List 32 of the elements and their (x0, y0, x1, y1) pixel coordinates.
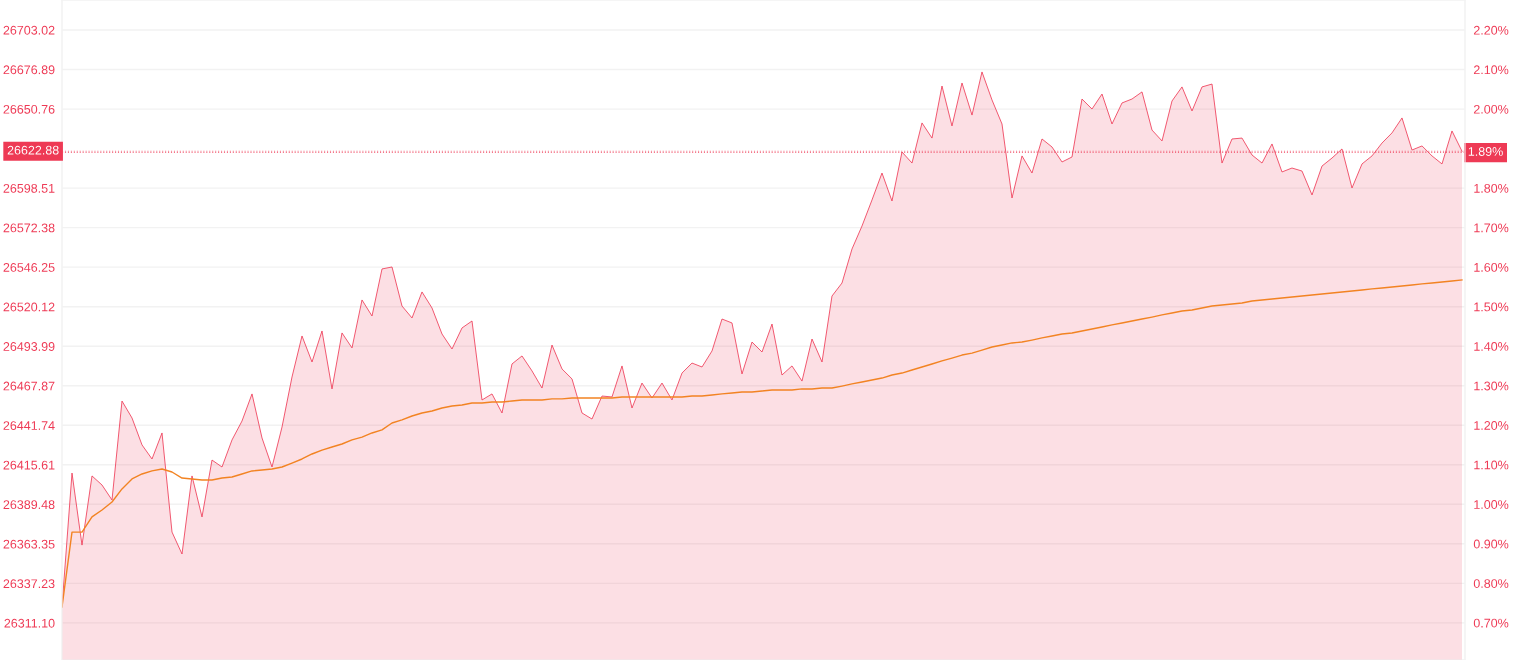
y-tick-label: 26676.89 (3, 65, 55, 75)
y2-tick-label: 1.70% (1474, 223, 1509, 233)
ref-line-label: 1.89% (1468, 147, 1503, 156)
y-tick-label: 26520.12 (3, 302, 55, 312)
y-tick-label: 26337.23 (3, 579, 55, 589)
y2-tick-label: 1.40% (1474, 342, 1509, 351)
y-tick-label: 26311.10 (4, 618, 55, 628)
y2-tick-label: 1.50% (1474, 302, 1509, 312)
y-tick-label: 26415.61 (3, 460, 55, 470)
y2-tick-label: 0.80% (1473, 579, 1509, 588)
y-tick-label: 26703.02 (3, 25, 55, 35)
y2-tick-label: 2.10% (1473, 65, 1509, 75)
y-tick-label: 26493.99 (3, 342, 55, 351)
y2-tick-label: 2.00% (1473, 104, 1509, 114)
y2-tick-label: 1.20% (1474, 421, 1509, 430)
y-tick-label: 26650.76 (3, 104, 55, 114)
y-tick-label: 26389.48 (3, 500, 55, 510)
y-tick-label: 26546.25 (3, 263, 55, 272)
y2-tick-label: 0.90% (1473, 539, 1509, 549)
y2-tick-label: 1.00% (1474, 500, 1509, 509)
y-tick-label: 26363.35 (3, 539, 55, 549)
y2-tick-label: 1.80% (1474, 183, 1509, 193)
y-tick-label: 26598.51 (3, 183, 55, 193)
y-tick-label: 26467.87 (3, 381, 55, 391)
ref-line-label: 26622.88 (7, 145, 59, 155)
y2-tick-label: 0.70% (1473, 618, 1509, 628)
y-tick-label: 26441.74 (3, 421, 55, 430)
y-tick-label: 26572.38 (3, 223, 55, 233)
y2-tick-label: 1.60% (1474, 262, 1509, 272)
y2-tick-label: 2.20% (1473, 25, 1509, 35)
y2-tick-label: 1.30% (1474, 381, 1509, 391)
y2-tick-label: 1.10% (1474, 460, 1509, 470)
